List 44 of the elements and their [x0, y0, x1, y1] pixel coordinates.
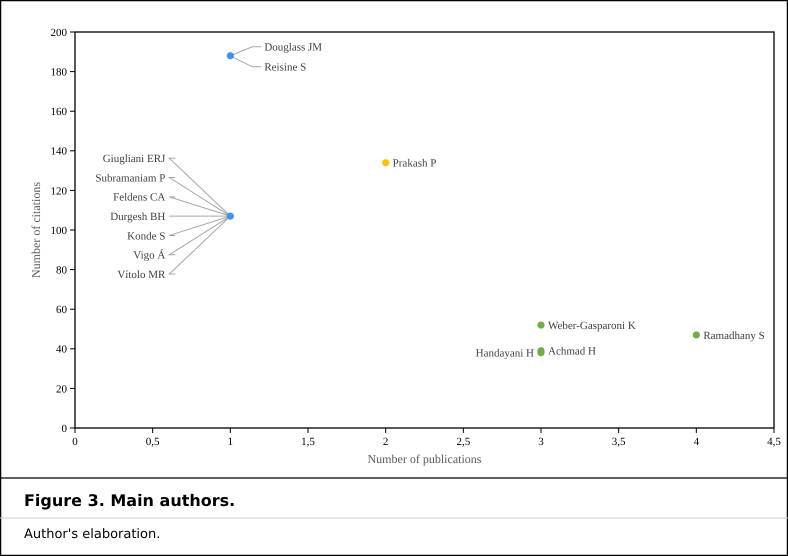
y-tick-label: 160: [50, 106, 68, 118]
x-tick-label: 1,5: [301, 436, 316, 448]
x-tick-label: 0: [72, 436, 78, 448]
annotation: Vítolo MR: [117, 268, 166, 281]
x-tick-label: 3: [538, 436, 544, 448]
annotation: Achmad H: [548, 346, 596, 358]
annotation: Ramadhany S: [703, 330, 765, 342]
annotation: Durgesh BH: [110, 210, 166, 223]
x-tick-label: 4: [694, 436, 700, 448]
annotation: Douglass JM: [264, 42, 322, 54]
y-axis-title: Number of citations: [29, 182, 43, 278]
annotation: Reisine S: [264, 62, 306, 74]
x-tick-label: 0,5: [146, 436, 160, 448]
y-tick-label: 40: [56, 344, 68, 356]
point: [692, 331, 700, 339]
annotation: Weber-Gasparoni K: [548, 320, 636, 332]
y-tick-label: 120: [50, 185, 68, 198]
annotation: Prakash P: [392, 158, 436, 170]
annotation: Feldens CA: [113, 192, 166, 204]
annotation: Vigo Á: [133, 248, 166, 262]
y-tick-label: 100: [50, 224, 68, 237]
annotation: Giugliani ERJ: [102, 153, 166, 166]
point: [226, 212, 234, 220]
x-tick-label: 2,5: [456, 436, 471, 448]
x-tick-label: 2: [382, 436, 388, 448]
annotation: Subramaniam P: [95, 172, 166, 184]
y-tick-label: 0: [62, 422, 68, 435]
y-tick-label: 140: [50, 146, 68, 158]
text: Author's elaboration.: [24, 527, 160, 542]
x-tick-label: 4,5: [767, 436, 782, 448]
point: [382, 159, 390, 166]
text: Figure 3. Main authors.: [24, 491, 236, 510]
y-tick-label: 80: [56, 264, 68, 276]
x-tick-label: 1: [228, 436, 234, 448]
x-axis-title: Number of publications: [368, 452, 482, 466]
y-tick-label: 60: [56, 304, 68, 316]
annotation: Handayani H: [476, 348, 534, 360]
y-tick-label: 200: [50, 26, 68, 39]
point: [537, 321, 545, 329]
y-tick-label: 180: [50, 66, 68, 78]
x-tick-label: 3,5: [612, 436, 626, 448]
point: [226, 52, 234, 60]
y-tick-label: 20: [56, 383, 68, 396]
annotation: Konde S: [127, 230, 166, 242]
